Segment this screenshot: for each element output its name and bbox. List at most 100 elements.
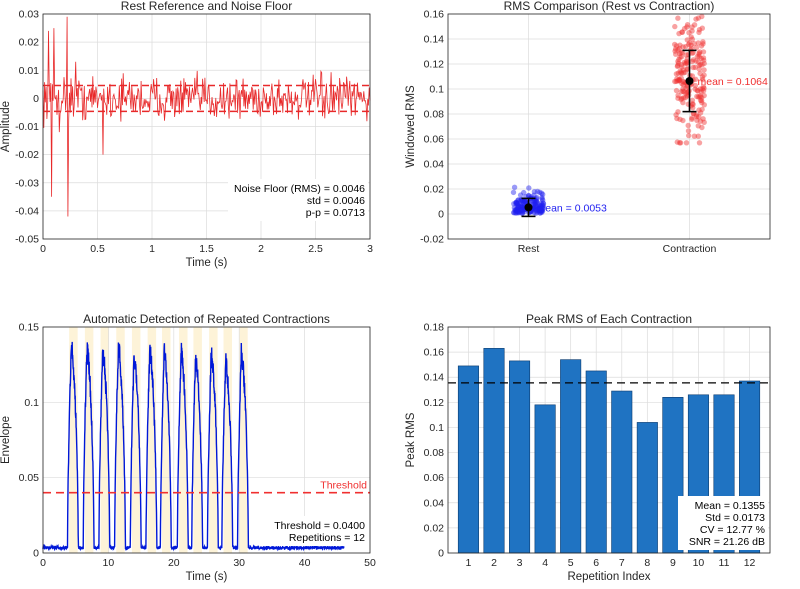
data-point — [519, 209, 526, 215]
y-tick-label: 0.16 — [424, 347, 445, 359]
detected-contraction-region — [162, 327, 171, 553]
data-point — [517, 201, 523, 207]
bar — [585, 370, 607, 554]
data-point — [676, 76, 682, 83]
data-point — [681, 89, 687, 95]
data-point — [696, 29, 702, 36]
axes-box — [42, 13, 371, 240]
data-point — [522, 199, 528, 205]
data-point — [678, 70, 685, 77]
data-point — [691, 40, 697, 47]
data-point — [517, 207, 524, 213]
data-point — [701, 72, 707, 78]
data-point — [692, 76, 699, 83]
data-point — [538, 208, 544, 214]
annotation-text: Noise Floor (RMS) = 0.0046 — [234, 183, 365, 195]
data-point — [672, 41, 678, 48]
data-point — [696, 27, 703, 33]
data-point — [697, 70, 703, 77]
chart-title: Rest Reference and Noise Floor — [121, 0, 292, 13]
data-point — [701, 119, 707, 126]
x-tick-label: 2 — [258, 243, 264, 255]
annotation-text: Std = 0.0173 — [705, 512, 765, 524]
data-point — [534, 200, 540, 206]
data-point — [514, 200, 520, 207]
data-point — [677, 54, 683, 60]
x-tick-label: 6 — [593, 557, 599, 569]
data-point — [689, 115, 695, 121]
data-point — [683, 90, 689, 97]
x-axis-label: Time (s) — [186, 571, 228, 583]
data-point — [511, 201, 517, 207]
data-point — [672, 23, 678, 30]
detected-contraction-region — [84, 327, 94, 553]
data-point — [539, 202, 545, 208]
data-point — [684, 22, 691, 28]
data-point — [531, 192, 537, 198]
data-point — [538, 190, 545, 196]
data-point — [696, 107, 702, 113]
data-point — [533, 210, 539, 216]
rms-comparison-panel: -0.02 0 0.02 0.04 0.06 0.08 0.1 0.12 0.14 0.16 Res… — [405, 0, 771, 255]
bar — [636, 422, 658, 554]
data-point — [680, 79, 686, 85]
data-point — [675, 92, 681, 99]
data-point — [700, 49, 707, 55]
data-point — [685, 122, 691, 129]
data-point — [700, 41, 706, 47]
data-point — [521, 198, 527, 204]
data-point — [676, 30, 682, 37]
x-tick-label: 2.5 — [308, 243, 323, 255]
bar — [560, 359, 582, 554]
x-tick-label: 0 — [40, 243, 46, 255]
data-point — [674, 78, 681, 84]
data-point — [513, 210, 519, 216]
data-point — [700, 55, 707, 61]
data-point — [689, 101, 696, 107]
x-tick-label: Contraction — [663, 243, 717, 255]
data-point — [673, 71, 680, 77]
data-point — [512, 207, 518, 213]
data-point — [674, 63, 681, 70]
data-point — [533, 198, 540, 204]
detected-contraction-region — [100, 327, 110, 553]
data-point — [689, 73, 695, 79]
data-point — [684, 37, 690, 43]
data-point — [537, 189, 543, 195]
data-point — [677, 116, 683, 123]
data-point — [695, 59, 702, 65]
data-point — [534, 204, 541, 210]
y-tick-label: 0.01 — [19, 65, 40, 77]
y-axis-label: Windowed RMS — [405, 85, 417, 168]
data-point — [521, 189, 527, 196]
data-point — [511, 209, 517, 216]
data-point — [519, 210, 525, 216]
data-point — [677, 140, 684, 146]
data-point — [683, 140, 690, 146]
x-tick-label: 4 — [542, 557, 548, 569]
data-point — [698, 43, 705, 49]
data-point — [686, 30, 692, 36]
data-point — [696, 51, 702, 58]
data-point — [513, 200, 519, 206]
data-point — [688, 42, 694, 48]
data-point — [540, 201, 547, 207]
data-point — [697, 94, 703, 100]
x-tick-label: 10 — [693, 557, 705, 569]
data-point — [513, 201, 519, 207]
data-point — [532, 201, 539, 207]
data-point — [535, 206, 541, 213]
data-point — [693, 16, 699, 22]
data-point — [679, 95, 685, 102]
data-point — [700, 88, 707, 94]
data-point — [696, 114, 702, 120]
data-point — [678, 69, 684, 76]
data-point — [533, 208, 539, 214]
data-point — [672, 78, 678, 85]
annotation-text: SNR = 21.26 dB — [689, 536, 765, 548]
data-point — [700, 76, 706, 83]
data-point — [674, 115, 680, 122]
y-tick-label: 0.04 — [424, 497, 445, 509]
data-point — [694, 93, 700, 100]
data-point — [513, 207, 520, 213]
